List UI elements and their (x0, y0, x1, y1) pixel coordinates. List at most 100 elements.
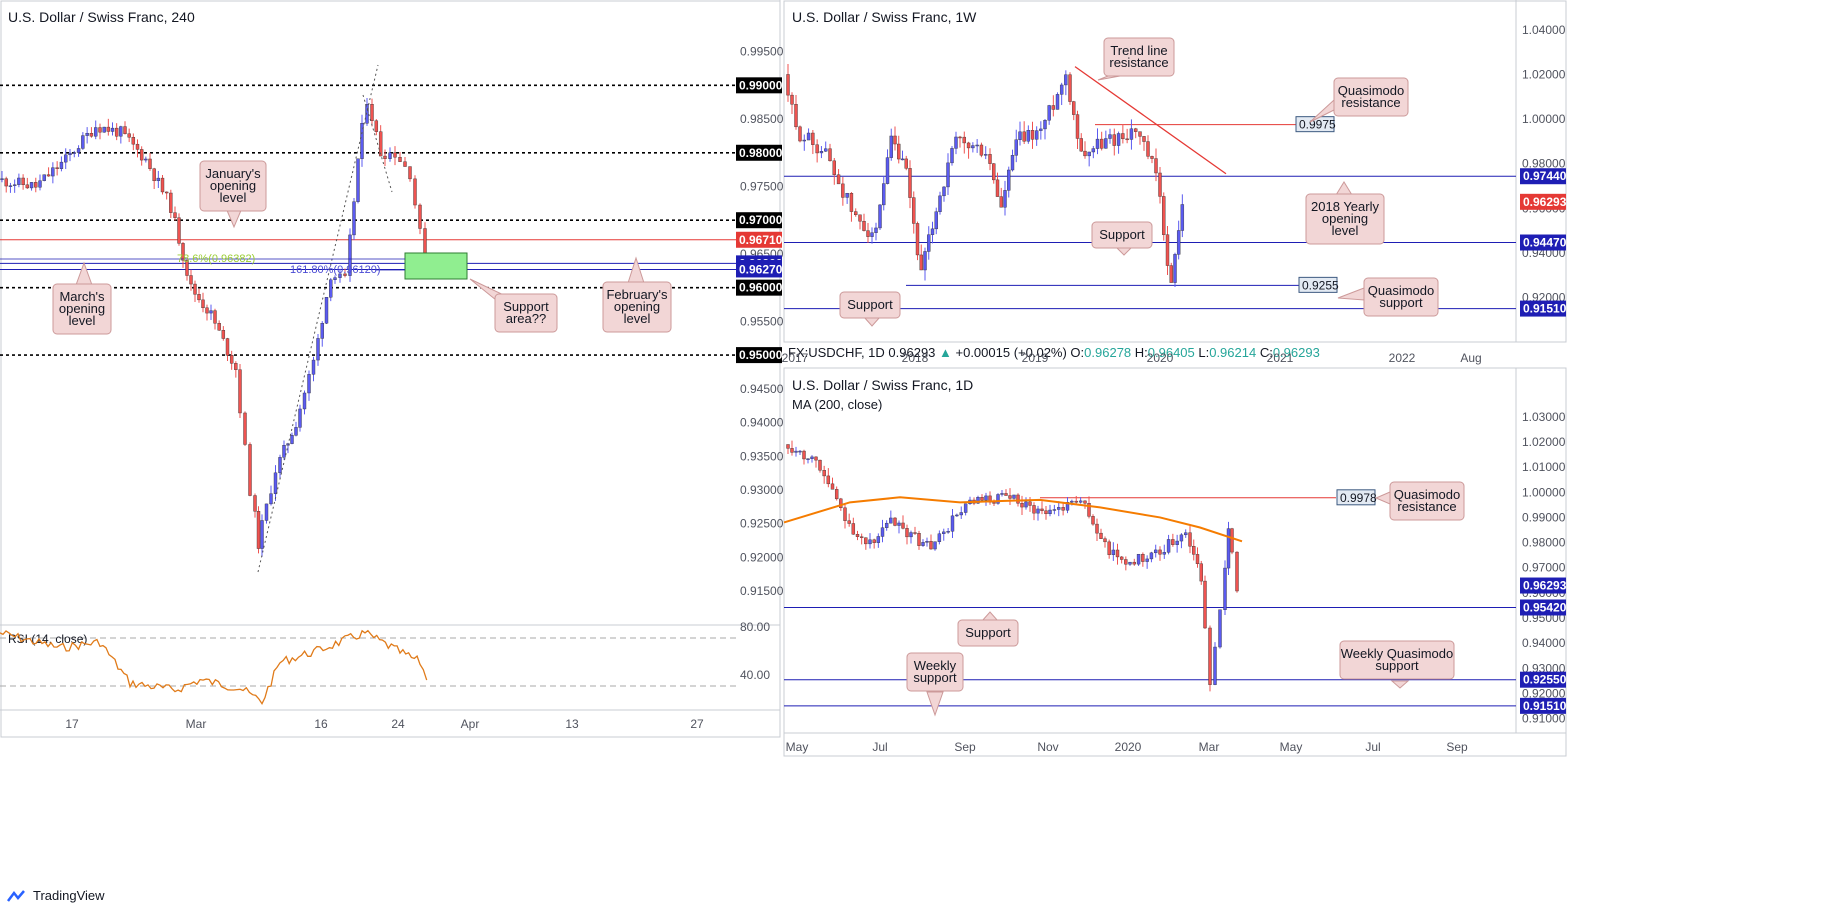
candle-body (256, 511, 261, 549)
candle-body (1000, 493, 1004, 495)
candle-body (181, 243, 185, 261)
candle-body (1150, 156, 1154, 159)
candle-body (234, 363, 238, 370)
level-tag-0.9978: 0.9978 (1336, 489, 1377, 506)
candle-body (1184, 532, 1188, 536)
candle-body (169, 192, 173, 213)
candle-body (790, 448, 794, 453)
candle-body (806, 132, 811, 141)
candle-body (1142, 136, 1146, 142)
candle-body (806, 458, 810, 460)
candle-body (923, 251, 927, 271)
x-tick-label: 13 (565, 717, 579, 731)
price-badge-weekly: 0.91510 (1520, 300, 1567, 317)
y-tick-label: 0.91500 (740, 584, 784, 598)
price-badge-bg (1520, 599, 1566, 616)
candle-body (72, 152, 76, 154)
candle-body (1180, 204, 1185, 231)
candle-body (980, 497, 984, 501)
callout-pointer (75, 261, 93, 286)
price-badge-bg (1520, 671, 1566, 688)
callout-support-weekly: Support (1091, 221, 1153, 256)
candle-body (205, 307, 209, 314)
candle-body (1024, 501, 1028, 508)
candle-body (393, 152, 397, 158)
candle-body (1145, 558, 1149, 562)
level-tag-text: 0.9975 (1299, 118, 1336, 132)
level-tag-bg (1295, 116, 1335, 133)
candle-body (938, 195, 942, 212)
candle-body (836, 174, 841, 185)
candle-body (273, 472, 278, 494)
candle-body (294, 427, 298, 436)
candle-body (1099, 532, 1103, 539)
candle-body (1162, 196, 1166, 235)
candle-body (42, 174, 46, 181)
candle-body (971, 145, 975, 149)
ma-indicator-label: MA (200, close) (792, 397, 882, 412)
candle-body (880, 527, 885, 537)
candle-body (269, 493, 273, 505)
candle-body (217, 323, 221, 331)
candle-body (1226, 528, 1231, 569)
candle-body (915, 223, 920, 256)
price-badge-weekly: 0.96293 (1520, 193, 1567, 210)
candle-body (818, 459, 822, 471)
candle-body (1083, 150, 1087, 157)
symbol-bar-part: 0.96214 (1209, 345, 1260, 360)
panel-frame-weekly (783, 0, 1567, 343)
candle-body (946, 162, 950, 188)
callout-text: level (69, 313, 96, 328)
price-badge-bg (1520, 193, 1566, 210)
candle-body (378, 131, 383, 157)
price-badge-daily: 0.96293 (1520, 577, 1567, 594)
candle-body (822, 470, 826, 477)
rsi-label: RSI (14, close) (8, 632, 87, 646)
tradingview-logo[interactable]: TradingView (6, 888, 105, 903)
candle-body (185, 260, 189, 276)
candle-body (413, 178, 417, 206)
candle-body (839, 498, 843, 509)
candle-body (329, 279, 333, 298)
callout-pointer (627, 256, 645, 284)
callout-text: opening (59, 301, 105, 316)
callout-box (52, 283, 112, 335)
candle-body (1047, 105, 1051, 121)
symbol-bar-part: 0.96405 (1148, 345, 1199, 360)
candle-body (177, 217, 181, 244)
price-badge-bg (736, 347, 782, 364)
candle-body (123, 126, 127, 134)
price-badge-label: 0.95000 (739, 348, 783, 362)
rsi-line (0, 629, 428, 706)
callout-text: opening (210, 178, 256, 193)
y-tick-label: 0.97000 (1522, 561, 1566, 575)
candle-body (1040, 508, 1044, 511)
x-tick-label: May (1280, 740, 1303, 754)
candle-body (958, 136, 962, 139)
candle-body (324, 297, 329, 324)
x-tick-label: 17 (65, 717, 79, 731)
candle-body (1022, 131, 1026, 142)
fib-78-label: 78.6%(0.96382) (177, 253, 255, 265)
candle-body (878, 204, 882, 229)
candle-body (38, 180, 42, 188)
candle-body (225, 338, 230, 356)
price-badge-bg (1520, 577, 1566, 594)
candle-body (1032, 505, 1036, 514)
candle-body (1078, 500, 1083, 503)
candle-body (1095, 138, 1100, 149)
candle-body (984, 154, 988, 156)
candle-body (1175, 540, 1179, 545)
candle-body (866, 230, 870, 237)
trend-line-resistance (1074, 66, 1227, 175)
candle-body (1055, 94, 1060, 110)
callout-box (494, 293, 558, 333)
candle-body (302, 392, 307, 410)
candle-body (1008, 495, 1012, 499)
price-badge-h4: 0.99000 (736, 77, 783, 94)
candle-body (954, 136, 958, 149)
candle-body (874, 227, 878, 233)
